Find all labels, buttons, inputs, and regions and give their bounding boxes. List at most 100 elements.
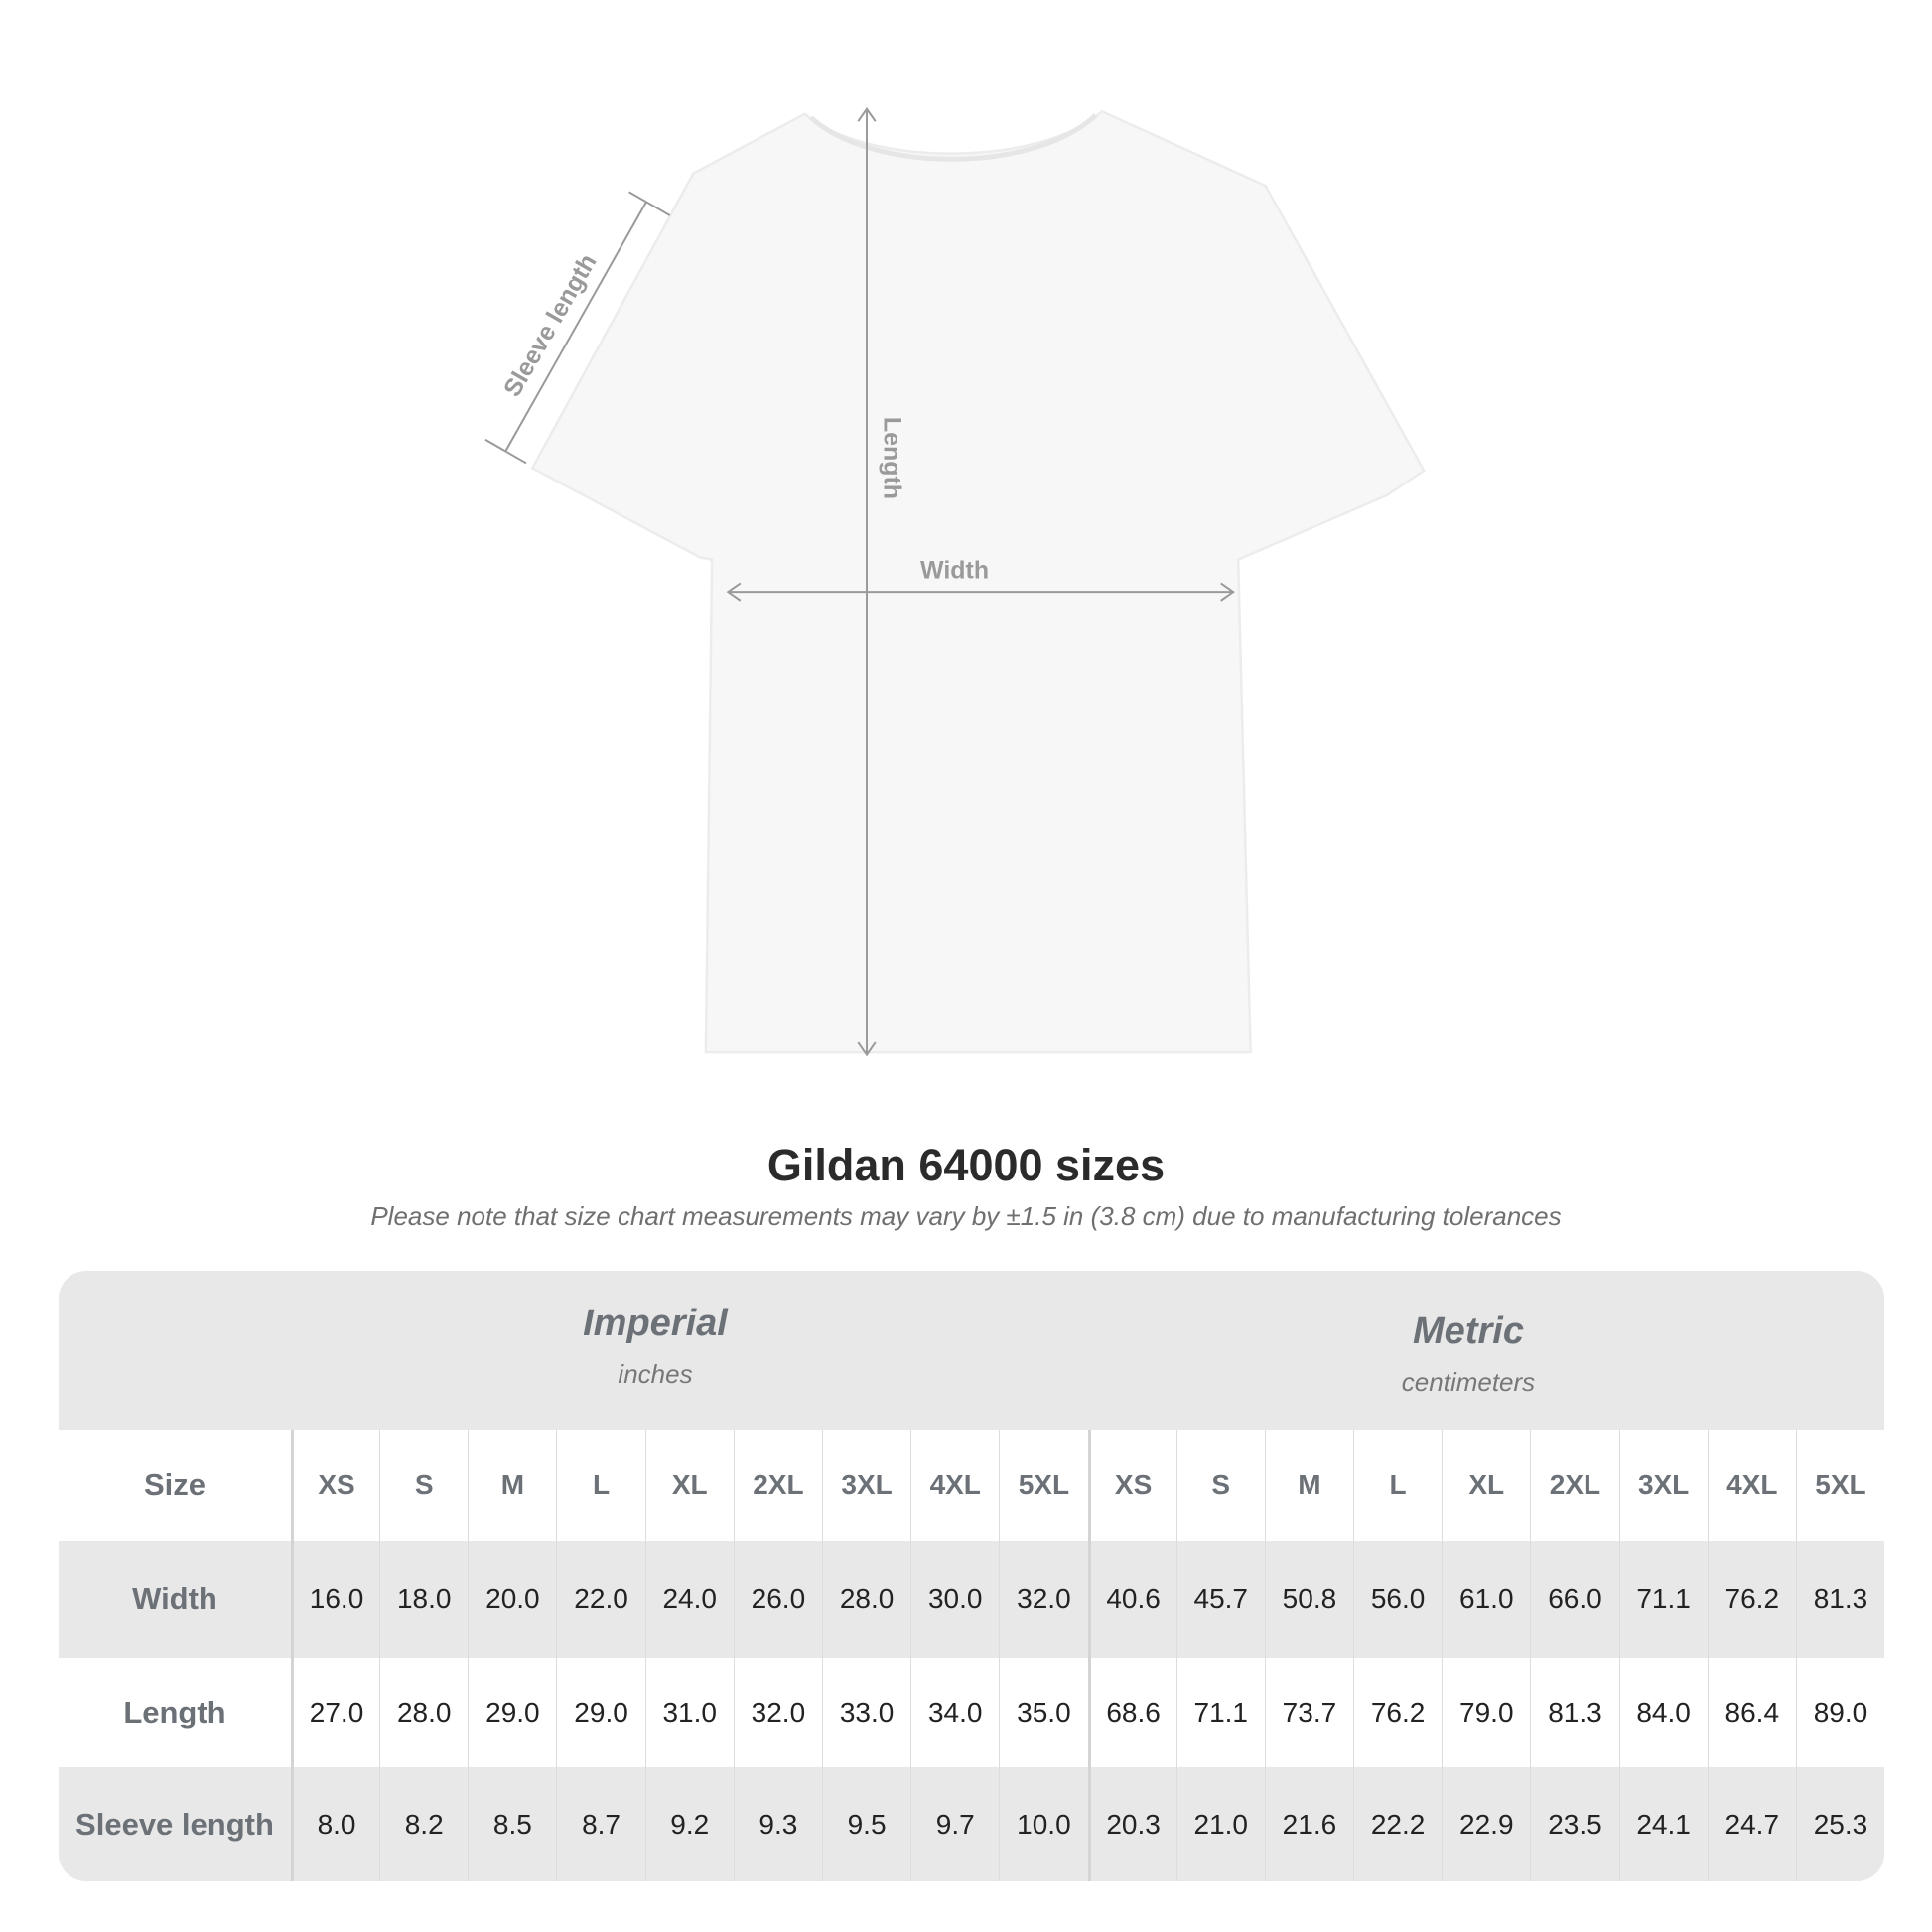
tolerance-note: Please note that size chart measurements… [370, 1201, 1562, 1231]
imperial-size-l: L [556, 1430, 644, 1541]
metric-value-cell: 66.0 [1530, 1541, 1618, 1658]
length-arrow-head-top [857, 107, 877, 122]
metric-value-cell: 71.1 [1618, 1541, 1708, 1658]
size-table: Imperial inches Metric centimeters Size X… [59, 1271, 1884, 1881]
imperial-value-cell: 24.0 [644, 1541, 734, 1658]
table-row-length: Length 27.0 28.0 29.0 29.0 31.0 32.0 33.0 34.0 35… [59, 1658, 1884, 1767]
imperial-value-cell: 28.0 [821, 1541, 910, 1658]
metric-size-3xl: 3XL [1618, 1430, 1708, 1541]
metric-unit: centimeters [1401, 1367, 1536, 1397]
imperial-value-cell: 16.0 [290, 1541, 379, 1658]
size-label: Size [143, 1467, 206, 1502]
metric-size-5xl: 5XL [1795, 1430, 1884, 1541]
size-grid: Size XS S M L XL 2XL 3XL 4XL 5XL XS S M L XL 2XL 3XL 4XL 5… [59, 1430, 1884, 1881]
metric-size-xl: XL [1442, 1430, 1530, 1541]
metric-value-cell: 23.5 [1530, 1767, 1618, 1881]
sleeve-tick-top [628, 191, 671, 216]
metric-value-cell: 20.3 [1087, 1767, 1176, 1881]
imperial-value-cell: 9.7 [910, 1767, 999, 1881]
imperial-value-cell: 20.0 [468, 1541, 556, 1658]
imperial-value-cell: 8.7 [556, 1767, 644, 1881]
imperial-size-3xl: 3XL [821, 1430, 910, 1541]
metric-size-2xl: 2XL [1530, 1430, 1618, 1541]
imperial-size-4xl: 4XL [910, 1430, 999, 1541]
imperial-value-cell: 29.0 [468, 1658, 556, 1767]
metric-header: Metric centimeters [1171, 1311, 1766, 1398]
table-row-sleeve-length: Sleeve length 8.0 8.2 8.5 8.7 9.2 9.3 9.5 9.7 10.… [59, 1767, 1884, 1881]
imperial-value-cell: 10.0 [999, 1767, 1087, 1881]
metric-value-cell: 89.0 [1795, 1658, 1884, 1767]
imperial-size-2xl: 2XL [733, 1430, 822, 1541]
imperial-value-cell: 8.0 [290, 1767, 379, 1881]
metric-value-cell: 40.6 [1087, 1541, 1176, 1658]
imperial-size-m: M [468, 1430, 556, 1541]
metric-value-cell: 50.8 [1264, 1541, 1353, 1658]
metric-value-cell: 21.0 [1175, 1767, 1265, 1881]
metric-value-cell: 79.0 [1442, 1658, 1530, 1767]
page-title: Gildan 64000 sizes [766, 1140, 1166, 1190]
tshirt-shape [530, 109, 1426, 1054]
imperial-title: Imperial [583, 1303, 728, 1344]
imperial-value-cell: 9.3 [733, 1767, 822, 1881]
metric-size-m: M [1264, 1430, 1353, 1541]
metric-value-cell: 73.7 [1264, 1658, 1353, 1767]
width-arrow-head-right [1220, 582, 1235, 602]
imperial-value-cell: 9.5 [821, 1767, 910, 1881]
imperial-value-cell: 18.0 [379, 1541, 468, 1658]
imperial-size-xs: XS [290, 1430, 379, 1541]
imperial-unit: inches [618, 1359, 693, 1389]
metric-value-cell: 25.3 [1795, 1767, 1884, 1881]
metric-size-xs: XS [1087, 1430, 1176, 1541]
metric-value-cell: 86.4 [1707, 1658, 1796, 1767]
metric-size-4xl: 4XL [1707, 1430, 1796, 1541]
imperial-value-cell: 28.0 [379, 1658, 468, 1767]
sleeve-arrow [503, 201, 647, 453]
tshirt-diagram: Length Width Sleeve length [484, 107, 1426, 1057]
imperial-size-5xl: 5XL [999, 1430, 1087, 1541]
width-label: Width [920, 556, 989, 584]
length-label: Length [878, 417, 905, 499]
imperial-value-cell: 27.0 [290, 1658, 379, 1767]
metric-value-cell: 68.6 [1087, 1658, 1176, 1767]
metric-value-cell: 81.3 [1795, 1541, 1884, 1658]
imperial-value-cell: 26.0 [733, 1541, 822, 1658]
imperial-value-cell: 30.0 [910, 1541, 999, 1658]
width-arrow-head-left [726, 582, 742, 602]
imperial-value-cell: 29.0 [556, 1658, 644, 1767]
imperial-size-xl: XL [644, 1430, 734, 1541]
imperial-value-cell: 8.5 [468, 1767, 556, 1881]
imperial-value-cell: 8.2 [379, 1767, 468, 1881]
metric-value-cell: 76.2 [1707, 1541, 1796, 1658]
metric-value-cell: 81.3 [1530, 1658, 1618, 1767]
table-row-width: Width 16.0 18.0 20.0 22.0 24.0 26.0 28.0 30.0 32.… [59, 1541, 1884, 1658]
row-label: Sleeve length [75, 1806, 274, 1842]
metric-value-cell: 22.9 [1442, 1767, 1530, 1881]
imperial-value-cell: 34.0 [910, 1658, 999, 1767]
metric-value-cell: 24.7 [1707, 1767, 1796, 1881]
metric-value-cell: 45.7 [1175, 1541, 1265, 1658]
metric-value-cell: 84.0 [1618, 1658, 1708, 1767]
imperial-value-cell: 32.0 [733, 1658, 822, 1767]
imperial-value-cell: 35.0 [999, 1658, 1087, 1767]
metric-value-cell: 22.2 [1353, 1767, 1442, 1881]
imperial-value-cell: 9.2 [644, 1767, 734, 1881]
size-header-row: Size XS S M L XL 2XL 3XL 4XL 5XL XS S M L XL 2XL 3XL 4XL 5… [59, 1430, 1884, 1541]
length-arrow-head-bottom [857, 1041, 877, 1057]
imperial-value-cell: 22.0 [556, 1541, 644, 1658]
metric-value-cell: 71.1 [1175, 1658, 1265, 1767]
imperial-header: Imperial inches [357, 1303, 953, 1390]
sleeve-tick-bottom [484, 438, 527, 465]
metric-size-s: S [1175, 1430, 1265, 1541]
metric-size-l: L [1353, 1430, 1442, 1541]
imperial-value-cell: 33.0 [821, 1658, 910, 1767]
metric-value-cell: 61.0 [1442, 1541, 1530, 1658]
metric-value-cell: 76.2 [1353, 1658, 1442, 1767]
metric-value-cell: 24.1 [1618, 1767, 1708, 1881]
row-label: Length [123, 1695, 226, 1729]
imperial-value-cell: 32.0 [999, 1541, 1087, 1658]
metric-title: Metric [1413, 1311, 1524, 1352]
metric-value-cell: 21.6 [1264, 1767, 1353, 1881]
imperial-value-cell: 31.0 [644, 1658, 734, 1767]
imperial-size-s: S [379, 1430, 468, 1541]
row-label: Width [132, 1582, 217, 1616]
